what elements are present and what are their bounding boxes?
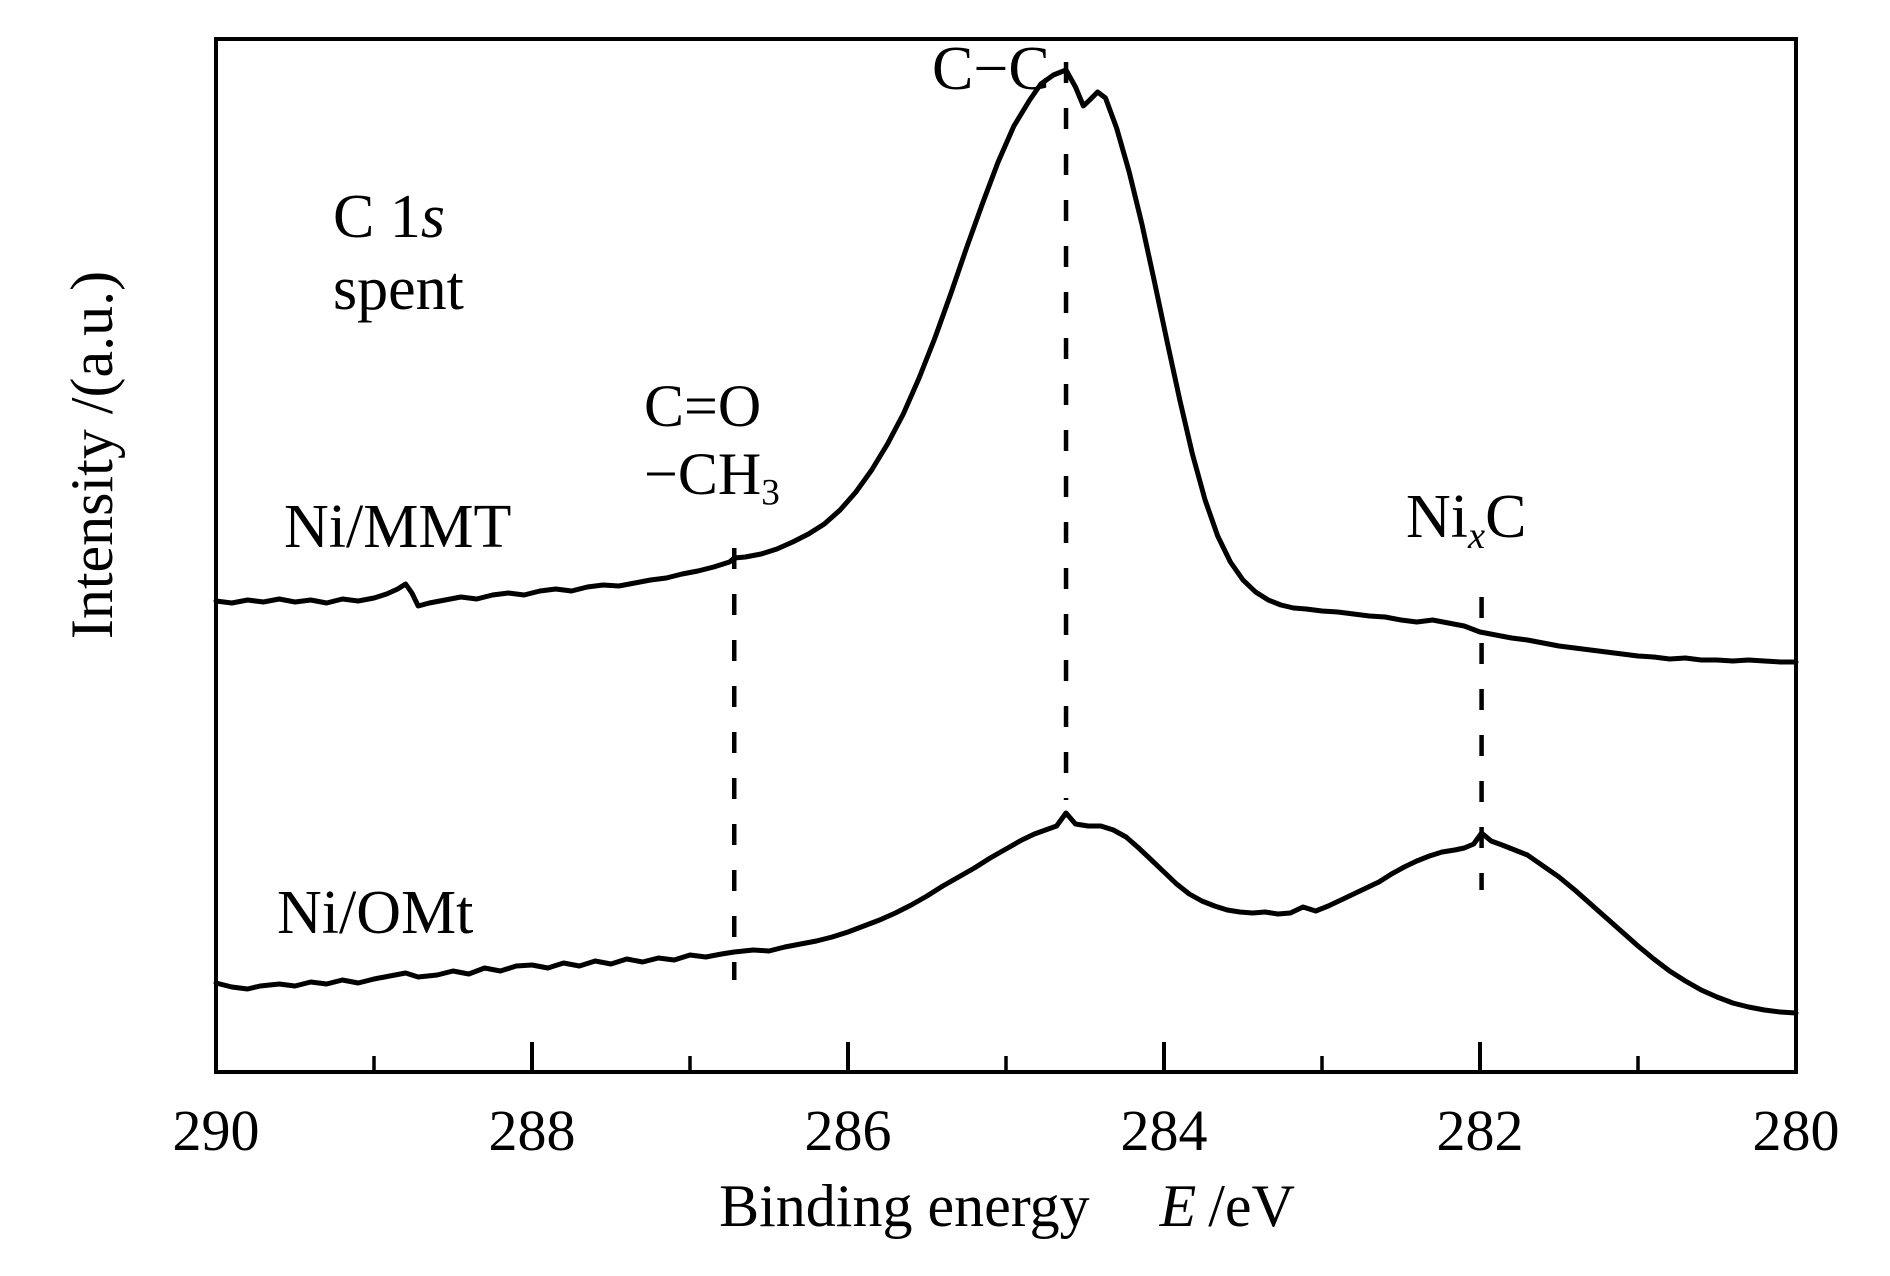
peak-label-cc: C−C: [932, 35, 1050, 103]
region-label: C 1s spent: [333, 182, 464, 326]
x-tick-label-290: 290: [172, 1098, 260, 1163]
peak-label-ch3: −CH3: [644, 441, 780, 514]
region-label-line2: spent: [333, 254, 464, 323]
x-tick-label-284: 284: [1120, 1098, 1208, 1163]
peak-label-co-ch3: C=O −CH3: [644, 372, 780, 514]
x-axis-label-text: Binding energy: [719, 1173, 1090, 1239]
peak-label-nixc: NixC: [1406, 483, 1527, 557]
x-tick-label-288: 288: [488, 1098, 576, 1163]
x-axis-label-unit: /eV: [1208, 1173, 1295, 1239]
x-tick-label-286: 286: [804, 1098, 892, 1163]
peak-label-co: C=O: [644, 373, 762, 439]
x-tick-label-280: 280: [1752, 1098, 1840, 1163]
x-tick-label-282: 282: [1436, 1098, 1524, 1163]
series-label-ni-mmt: Ni/MMT: [284, 493, 512, 561]
region-label-line1: C 1s: [333, 183, 445, 251]
x-axis-label-symbol: E: [1159, 1173, 1197, 1239]
series-label-ni-omt: Ni/OMt: [277, 879, 474, 947]
x-axis-label: Binding energy E /eV: [217, 1172, 1797, 1241]
y-axis-label: Intensity /(a.u.): [59, 270, 125, 640]
